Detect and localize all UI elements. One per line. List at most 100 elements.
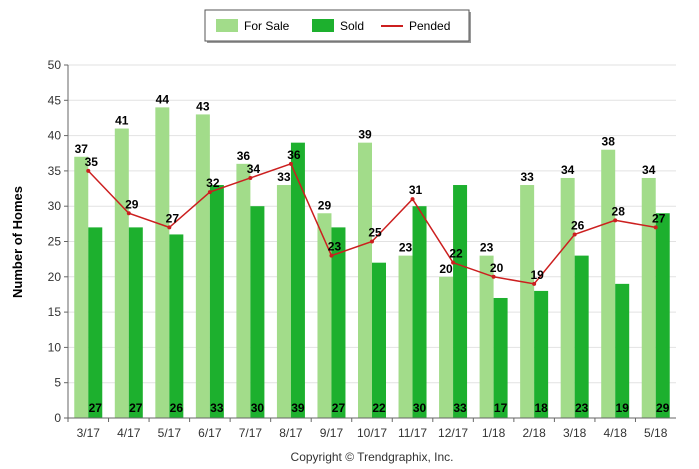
legend-swatch-for-sale (216, 19, 238, 32)
point-pended (370, 239, 374, 244)
x-tick-label: 7/17 (239, 426, 263, 440)
x-tick-label: 3/18 (563, 426, 587, 440)
y-tick-label: 35 (48, 164, 62, 178)
point-pended (207, 190, 212, 195)
data-label-sold: 27 (89, 401, 103, 415)
bar-for-sale (317, 213, 332, 418)
bar-sold (534, 290, 549, 418)
bar-sold (169, 234, 184, 418)
bar-sold (453, 185, 468, 418)
point-pended (86, 168, 91, 173)
data-label-for-sale: 34 (642, 163, 656, 177)
x-tick-label: 9/17 (320, 426, 344, 440)
bar-for-sale (114, 128, 129, 419)
data-label-pended: 31 (409, 183, 423, 197)
legend-box (204, 9, 470, 42)
bar-for-sale (560, 177, 575, 418)
x-tick-label: 6/17 (198, 426, 222, 440)
x-tick-label: 10/17 (357, 426, 387, 440)
legend-label-pended: Pended (409, 19, 450, 33)
data-label-sold: 30 (413, 401, 427, 415)
data-label-pended: 27 (166, 211, 180, 225)
point-pended (532, 281, 537, 286)
bar-for-sale (479, 255, 494, 418)
data-label-for-sale: 44 (156, 92, 170, 106)
x-tick-label: 1/18 (482, 426, 506, 440)
bar-sold (655, 213, 670, 418)
pended-line (86, 161, 658, 286)
point-pended (653, 225, 658, 230)
point-pended (329, 253, 334, 258)
data-label-for-sale: 34 (561, 163, 575, 177)
data-label-pended: 22 (449, 247, 463, 261)
data-label-sold: 27 (332, 401, 346, 415)
copyright-text: Copyright © Trendgraphix, Inc. (291, 450, 454, 464)
x-tick-label: 3/17 (77, 426, 101, 440)
data-label-for-sale: 20 (439, 262, 453, 276)
bar-for-sale (601, 149, 616, 418)
point-pended (572, 232, 577, 237)
data-label-pended: 25 (368, 226, 382, 240)
bar-for-sale (439, 276, 454, 418)
data-label-pended: 28 (612, 204, 626, 218)
bar-sold (250, 206, 265, 418)
data-label-for-sale: 39 (358, 128, 372, 142)
bar-sold (493, 297, 508, 418)
legend: For Sale Sold Pended (204, 9, 471, 43)
y-tick-label: 5 (54, 376, 61, 390)
y-tick-label: 30 (48, 199, 62, 213)
data-label-sold: 39 (291, 401, 305, 415)
y-tick-label: 0 (54, 411, 61, 425)
x-tick-label: 12/17 (438, 426, 468, 440)
point-pended (491, 274, 496, 279)
point-pended (451, 260, 456, 265)
y-axis-label: Number of Homes (10, 186, 25, 298)
data-label-for-sale: 43 (196, 99, 210, 113)
y-tick-label: 15 (48, 305, 62, 319)
data-label-sold: 30 (251, 401, 265, 415)
legend-swatch-sold (312, 19, 334, 32)
data-label-for-sale: 23 (480, 241, 494, 255)
bar-for-sale (358, 142, 372, 418)
y-tick-label: 40 (48, 129, 62, 143)
data-label-pended: 35 (85, 155, 99, 169)
legend-label-sold: Sold (340, 19, 364, 33)
data-label-sold: 17 (494, 401, 508, 415)
data-label-sold: 18 (534, 401, 548, 415)
data-label-sold: 33 (210, 401, 224, 415)
point-pended (410, 197, 415, 202)
point-pended (248, 175, 253, 180)
point-pended (126, 211, 131, 216)
x-tick-label: 2/18 (522, 426, 546, 440)
data-label-for-sale: 23 (399, 241, 413, 255)
x-tick-label: 4/18 (604, 426, 628, 440)
bar-sold (290, 142, 305, 418)
bars (74, 107, 670, 419)
legend-label-for-sale: For Sale (244, 19, 290, 33)
bar-for-sale (276, 185, 291, 418)
bar-for-sale (195, 114, 210, 419)
data-label-pended: 19 (530, 268, 544, 282)
point-pended (167, 225, 172, 230)
bar-sold (372, 262, 386, 418)
data-label-sold: 23 (575, 401, 589, 415)
data-label-for-sale: 38 (602, 135, 616, 149)
data-label-pended: 23 (328, 240, 342, 254)
data-label-pended: 36 (287, 148, 301, 162)
data-label-pended: 26 (571, 218, 585, 232)
data-label-pended: 20 (490, 261, 504, 275)
bar-sold (412, 206, 427, 418)
data-label-for-sale: 29 (318, 198, 332, 212)
data-label-sold: 22 (372, 401, 386, 415)
data-label-for-sale: 33 (520, 170, 534, 184)
data-label-sold: 33 (453, 401, 467, 415)
x-tick-label: 5/18 (644, 426, 668, 440)
bar-sold (209, 185, 224, 418)
data-label-for-sale: 41 (115, 114, 129, 128)
data-labels: 37 27 41 27 44 26 43 33 36 30 33 39 29 27 39 22 23 30 20 33… (75, 92, 670, 415)
bar-for-sale (74, 156, 89, 418)
bar-sold (128, 227, 143, 418)
data-label-for-sale: 33 (277, 170, 291, 184)
data-label-sold: 26 (170, 401, 184, 415)
